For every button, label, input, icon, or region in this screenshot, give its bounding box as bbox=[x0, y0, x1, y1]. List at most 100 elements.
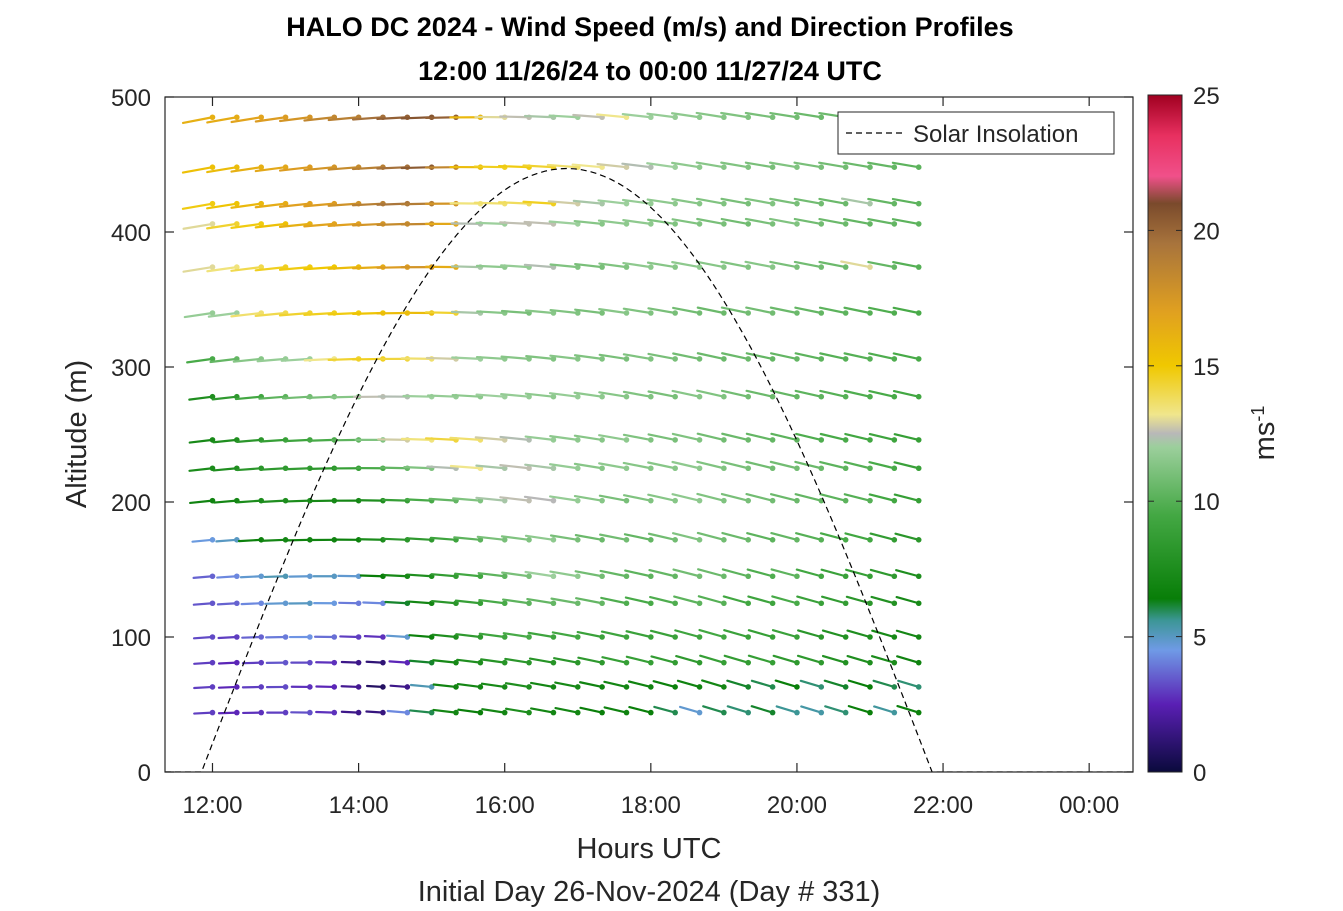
wind-barb-shaft bbox=[407, 600, 433, 605]
wind-barb-shaft bbox=[722, 595, 750, 605]
wind-barb-shaft bbox=[598, 262, 628, 269]
wind-barb-shaft bbox=[217, 661, 238, 665]
y-tick-label: 300 bbox=[111, 355, 151, 382]
wind-barb-shaft bbox=[278, 266, 311, 271]
wind-barb-shaft bbox=[340, 685, 360, 689]
wind-barb-shaft bbox=[671, 161, 701, 169]
wind-barb-shaft bbox=[209, 357, 238, 364]
wind-barb-shaft bbox=[818, 161, 847, 169]
colorbar-tick-label: 0 bbox=[1193, 760, 1206, 787]
wind-barb-dot bbox=[623, 684, 630, 690]
wind-barb-shaft bbox=[627, 680, 652, 689]
wind-barb-dot bbox=[696, 600, 703, 607]
wind-barb-shaft bbox=[867, 161, 896, 169]
wind-barb-shaft bbox=[450, 310, 482, 315]
wind-barb-shaft bbox=[720, 460, 750, 470]
wind-barb-shaft bbox=[821, 654, 847, 664]
wind-barb-dot bbox=[282, 573, 289, 580]
y-axis-ticks: 0 100 200 300 400 500 bbox=[111, 85, 1133, 787]
wind-barb-dot bbox=[234, 709, 240, 716]
wind-barb-dot bbox=[721, 164, 727, 170]
wind-barb-shaft bbox=[327, 166, 360, 171]
wind-barb-shaft bbox=[303, 116, 336, 122]
wind-barb-shaft bbox=[388, 660, 409, 664]
wind-barb-shaft bbox=[697, 595, 725, 605]
wind-barb-shaft bbox=[261, 538, 287, 542]
wind-barb-dot bbox=[818, 264, 825, 270]
wind-barb-dot bbox=[769, 200, 776, 207]
wind-barb-shaft bbox=[671, 198, 701, 205]
wind-barb-shaft bbox=[601, 656, 628, 664]
wind-barb-shaft bbox=[230, 266, 263, 272]
wind-barb-shaft bbox=[744, 111, 774, 119]
wind-barb-shaft bbox=[327, 202, 360, 207]
wind-barb-shaft bbox=[871, 655, 896, 664]
wind-barb-shaft bbox=[473, 201, 506, 205]
wind-barb-shaft bbox=[819, 532, 847, 541]
wind-barb-shaft bbox=[573, 354, 604, 360]
wind-barb-dot bbox=[526, 709, 532, 716]
wind-barb-shaft bbox=[867, 218, 896, 225]
wind-barb-shaft bbox=[672, 568, 701, 578]
wind-barb-shaft bbox=[236, 438, 263, 443]
wind-barb-dot bbox=[623, 264, 630, 270]
wind-barb-shaft bbox=[819, 432, 847, 441]
wind-barb-shaft bbox=[869, 568, 896, 578]
wind-barb-shaft bbox=[671, 218, 701, 225]
wind-barb-shaft bbox=[671, 532, 701, 541]
wind-barb-shaft bbox=[283, 438, 311, 443]
wind-barb-shaft bbox=[597, 199, 628, 205]
wind-barb-shaft bbox=[425, 356, 458, 360]
wind-barb-dot bbox=[234, 114, 240, 121]
wind-barb-shaft bbox=[186, 357, 214, 364]
wind-barb-dot bbox=[842, 709, 849, 716]
wind-barb-dot bbox=[818, 164, 825, 170]
wind-barb-dot bbox=[721, 310, 727, 316]
wind-barb-dot bbox=[769, 537, 776, 543]
wind-barb-dot bbox=[209, 264, 216, 270]
wind-barb-shaft bbox=[280, 357, 311, 362]
wind-barb-dot bbox=[794, 465, 800, 472]
wind-barb-dot bbox=[867, 634, 873, 640]
wind-barb-dot bbox=[209, 659, 216, 666]
wind-barb-shaft bbox=[650, 655, 677, 664]
wind-barb-dot bbox=[526, 573, 532, 580]
wind-barb-shaft bbox=[406, 537, 433, 541]
wind-barb-shaft bbox=[524, 435, 555, 441]
wind-barb-shaft bbox=[696, 217, 725, 225]
wind-barb-dot bbox=[891, 634, 898, 640]
wind-barb-dot bbox=[648, 497, 654, 504]
wind-barb-shaft bbox=[819, 460, 847, 470]
wind-barb-shaft bbox=[622, 461, 652, 470]
wind-barb-dot bbox=[623, 634, 630, 640]
wind-barb-dot bbox=[818, 537, 825, 543]
wind-barb-dot bbox=[550, 497, 557, 504]
wind-barb-dot bbox=[574, 600, 581, 607]
wind-barb-shaft bbox=[499, 115, 531, 119]
wind-barb-dot bbox=[550, 659, 557, 666]
wind-barb-dot bbox=[769, 497, 776, 504]
wind-barb-dot bbox=[672, 393, 678, 400]
wind-barb-shaft bbox=[449, 464, 482, 470]
wind-barb-shaft bbox=[896, 704, 920, 714]
x-tick-label: 20:00 bbox=[767, 792, 827, 819]
wind-barb-dot bbox=[282, 684, 289, 690]
wind-barb-shaft bbox=[188, 395, 214, 401]
wind-barb-shaft bbox=[574, 534, 604, 541]
wind-barb-dot bbox=[258, 709, 265, 716]
wind-barb-shaft bbox=[745, 432, 774, 441]
wind-barb-dot bbox=[818, 684, 825, 690]
wind-barb-shaft bbox=[315, 710, 336, 714]
wind-barb-dot bbox=[891, 310, 898, 316]
wind-barb-shaft bbox=[475, 496, 506, 502]
wind-barb-shaft bbox=[843, 460, 872, 470]
wind-barb-shaft bbox=[726, 679, 750, 689]
wind-barb-dot bbox=[526, 437, 532, 443]
wind-barb-shaft bbox=[530, 707, 555, 714]
wind-barb-shaft bbox=[772, 654, 799, 664]
wind-barb-shaft bbox=[554, 681, 579, 689]
wind-barb-dot bbox=[794, 264, 800, 270]
wind-barb-shaft bbox=[525, 355, 555, 360]
wind-barb-shaft bbox=[450, 265, 482, 269]
wind-barb-shaft bbox=[868, 433, 896, 441]
